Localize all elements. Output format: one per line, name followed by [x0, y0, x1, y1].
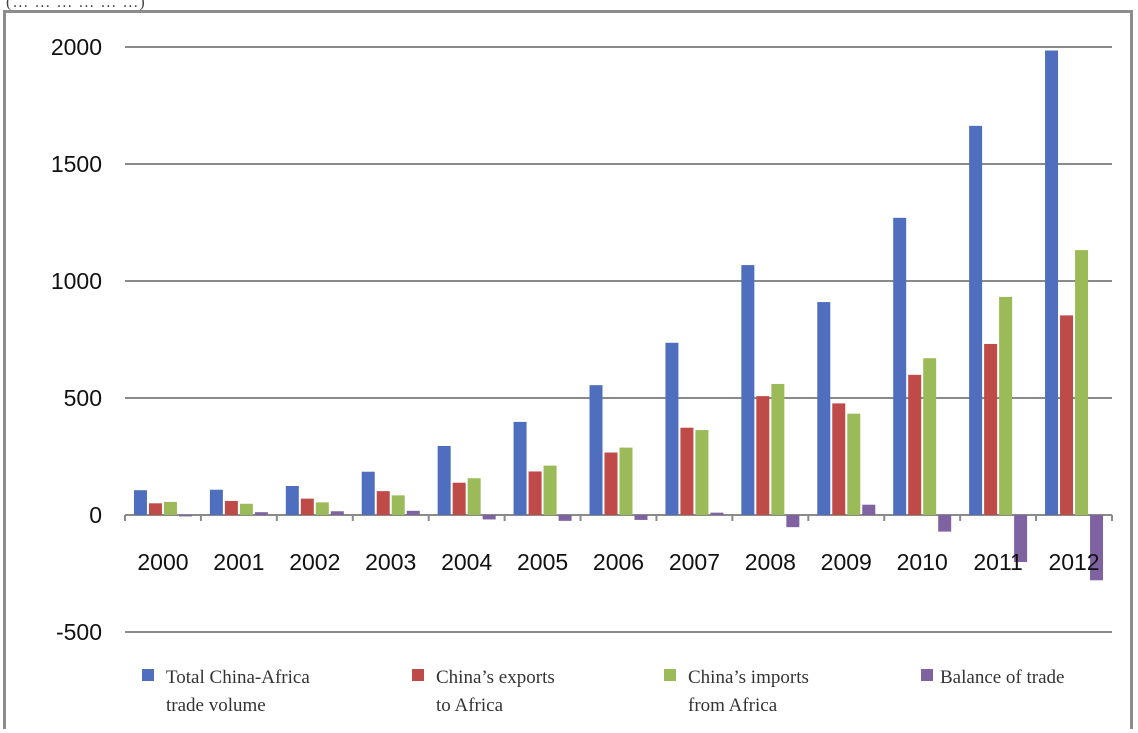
- x-tick-label: 2011: [973, 549, 1022, 575]
- bar: [665, 342, 679, 515]
- bar: [710, 512, 724, 515]
- bar: [300, 498, 314, 515]
- bar: [285, 485, 299, 515]
- y-axis-tick-labels: 2000 1500 1000 500 0 -500: [51, 34, 102, 645]
- bar: [133, 490, 147, 515]
- legend-label: China’s exports: [436, 667, 555, 688]
- x-tick-label: 2008: [745, 549, 796, 575]
- bar: [254, 512, 268, 515]
- y-tick-label: 500: [64, 385, 102, 411]
- bar: [330, 511, 344, 515]
- legend-swatch: [142, 669, 154, 681]
- x-tick-label: 2003: [365, 549, 416, 575]
- bar: [224, 500, 238, 515]
- bar: [209, 489, 223, 515]
- bar: [1090, 515, 1104, 581]
- bar: [163, 501, 177, 515]
- x-axis-tick-labels: 2000 2001 2002 2003 2004 2005 2006 2007 2008 2009…: [137, 549, 1099, 575]
- legend-swatch: [921, 669, 933, 681]
- y-tick-label: 1500: [51, 151, 102, 177]
- bar: [832, 403, 846, 515]
- legend-swatch: [664, 669, 676, 681]
- bar: [1060, 315, 1074, 515]
- top-caption: (… … … … … …): [6, 0, 146, 11]
- x-tick-label: 2004: [441, 549, 492, 575]
- x-tick-label: 2007: [669, 549, 720, 575]
- x-tick-label: 2005: [517, 549, 568, 575]
- y-tick-label: 0: [89, 502, 102, 528]
- bar: [817, 302, 831, 515]
- bar: [558, 515, 572, 521]
- bar: [984, 343, 998, 515]
- bar: [178, 515, 192, 517]
- legend: Total China-Africa trade volume China’s ex…: [142, 667, 1064, 716]
- bar: [741, 265, 755, 515]
- legend-label: from Africa: [688, 695, 778, 716]
- bar: [482, 515, 496, 520]
- chart-frame: [3, 10, 1133, 729]
- legend-swatch: [412, 669, 424, 681]
- x-tick-label: 2000: [137, 549, 188, 575]
- bar: [148, 503, 162, 515]
- bar: [969, 125, 983, 515]
- bar: [695, 430, 709, 515]
- bar: [1014, 515, 1028, 563]
- y-tick-label: -500: [56, 619, 102, 645]
- bar: [908, 374, 922, 515]
- y-tick-label: 2000: [51, 34, 102, 60]
- bar: [467, 478, 481, 515]
- bar: [619, 447, 633, 515]
- bar: [543, 465, 557, 515]
- x-tick-label: 2010: [897, 549, 948, 575]
- legend-label: Balance of trade: [940, 667, 1064, 688]
- bar: [391, 495, 405, 515]
- x-tick-label: 2006: [593, 549, 644, 575]
- bars: [133, 50, 1104, 581]
- bar: [680, 427, 694, 515]
- x-tick-label: 2012: [1048, 549, 1099, 575]
- bar: [1045, 50, 1059, 515]
- bar: [528, 471, 542, 515]
- bar: [376, 491, 390, 515]
- gridlines: [124, 46, 1113, 633]
- bar: [406, 510, 420, 515]
- y-tick-label: 1000: [51, 268, 102, 294]
- bar: [999, 296, 1013, 515]
- bar: [437, 445, 451, 515]
- bar: [513, 421, 527, 515]
- bar: [239, 503, 253, 515]
- bar: [893, 217, 907, 515]
- bar: [786, 515, 800, 528]
- legend-label: to Africa: [436, 695, 504, 716]
- bar: [771, 383, 785, 515]
- bar: [862, 504, 876, 515]
- bar: [315, 502, 329, 515]
- bar: [589, 385, 603, 515]
- legend-label: Total China-Africa: [166, 667, 310, 688]
- bar: [1075, 250, 1089, 515]
- bar: [938, 515, 952, 532]
- bar: [452, 482, 466, 515]
- bar: [604, 452, 618, 515]
- legend-label: trade volume: [166, 695, 266, 716]
- bar: [361, 471, 375, 515]
- x-tick-label: 2009: [821, 549, 872, 575]
- bar: [847, 413, 861, 515]
- bar: [923, 358, 937, 515]
- bar: [756, 396, 770, 515]
- x-tick-label: 2001: [213, 549, 264, 575]
- x-tick-label: 2002: [289, 549, 340, 575]
- legend-label: China’s imports: [688, 667, 809, 688]
- bar: [634, 515, 648, 520]
